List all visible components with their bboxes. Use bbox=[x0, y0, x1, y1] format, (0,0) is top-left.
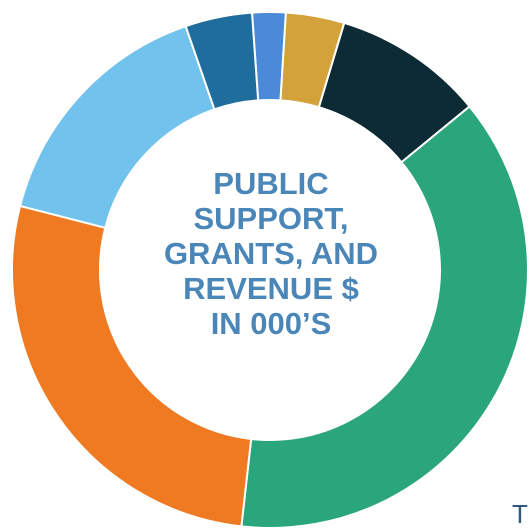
center-title-line-3: GRANTS, AND bbox=[163, 236, 379, 271]
center-title-line-4: REVENUE $ bbox=[183, 271, 359, 306]
center-title-line-5: IN 000’S bbox=[210, 306, 332, 341]
center-title-line-1: PUBLIC bbox=[213, 166, 329, 201]
center-title-line-2: SUPPORT, bbox=[193, 201, 349, 236]
chart-center-title: PUBLIC SUPPORT, GRANTS, AND REVENUE $ IN… bbox=[155, 166, 387, 341]
cropped-edge-text: T bbox=[512, 499, 528, 529]
donut-slice-7 bbox=[184, 11, 260, 111]
donut-slice-5 bbox=[11, 204, 253, 528]
donut-slice-4 bbox=[240, 105, 529, 529]
